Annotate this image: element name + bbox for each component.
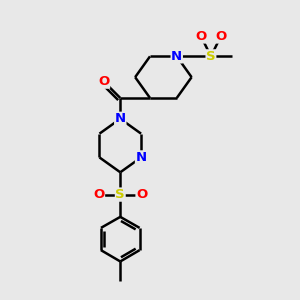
Text: O: O [93,188,104,201]
Text: S: S [116,188,125,201]
Text: O: O [215,30,226,43]
Text: S: S [206,50,216,63]
Text: O: O [98,75,110,88]
Text: N: N [171,50,182,63]
Text: N: N [115,112,126,125]
Text: N: N [136,151,147,164]
Text: O: O [136,188,147,201]
Text: O: O [196,30,207,43]
